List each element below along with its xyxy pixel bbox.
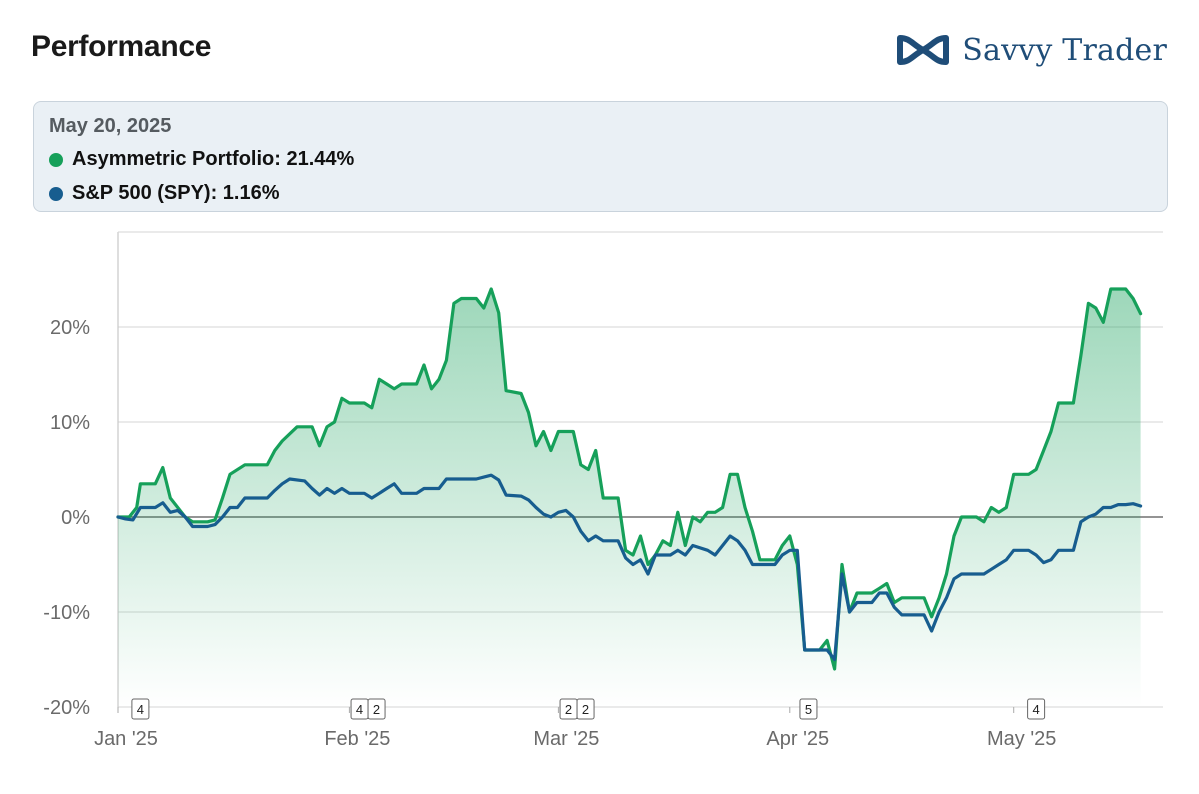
event-marker: 2	[367, 698, 386, 720]
x-tick-label: Apr '25	[766, 728, 829, 750]
y-tick-label: 0%	[61, 507, 90, 529]
event-marker-count: 2	[565, 702, 572, 717]
tooltip-row-spy: S&P 500 (SPY): 1.16%	[49, 182, 280, 205]
brand[interactable]: Savvy Trader	[896, 30, 1167, 70]
infinity-wave-logo-icon	[897, 35, 950, 65]
y-tick-label: 10%	[50, 412, 90, 434]
x-tick-label: Feb '25	[324, 728, 390, 750]
event-marker-count: 4	[356, 702, 363, 717]
event-marker-box	[131, 698, 150, 720]
event-marker-box	[1027, 698, 1046, 720]
portfolio-area-fill	[118, 289, 1141, 707]
event-marker-count: 5	[805, 702, 812, 717]
x-tick-label: Mar '25	[533, 728, 599, 750]
event-marker: 4	[1027, 698, 1046, 720]
y-tick-label: -20%	[43, 697, 90, 719]
y-tick-label: -10%	[43, 602, 90, 624]
tooltip-portfolio-label: Asymmetric Portfolio: 21.44%	[72, 148, 355, 170]
spy-series-line	[116, 473, 1143, 662]
event-marker: 5	[799, 698, 818, 720]
x-tick-label: Jan '25	[94, 728, 158, 750]
portfolio-legend-dot	[49, 152, 63, 167]
event-marker: 4	[350, 698, 369, 720]
tooltip-row-portfolio: Asymmetric Portfolio: 21.44%	[49, 148, 354, 171]
event-marker-count: 4	[137, 702, 144, 717]
event-marker-box	[367, 698, 386, 720]
event-marker-box	[799, 698, 818, 720]
event-marker: 2	[576, 698, 595, 720]
tooltip-panel: May 20, 2025 Asymmetric Portfolio: 21.44…	[33, 101, 1168, 212]
x-tick-label: May '25	[987, 728, 1056, 750]
page-title: Performance	[31, 30, 212, 63]
event-marker: 4	[131, 698, 150, 720]
tooltip-spy-label: S&P 500 (SPY): 1.16%	[72, 182, 280, 204]
event-marker-count: 2	[582, 702, 589, 717]
event-marker-box	[576, 698, 595, 720]
event-marker-count: 2	[373, 702, 380, 717]
brand-name: Savvy Trader	[962, 32, 1167, 68]
y-tick-label: 20%	[50, 317, 90, 339]
tooltip-date: May 20, 2025	[49, 115, 172, 137]
spy-legend-dot	[49, 186, 63, 201]
event-marker-count: 4	[1032, 702, 1039, 717]
event-marker: 2	[559, 698, 578, 720]
